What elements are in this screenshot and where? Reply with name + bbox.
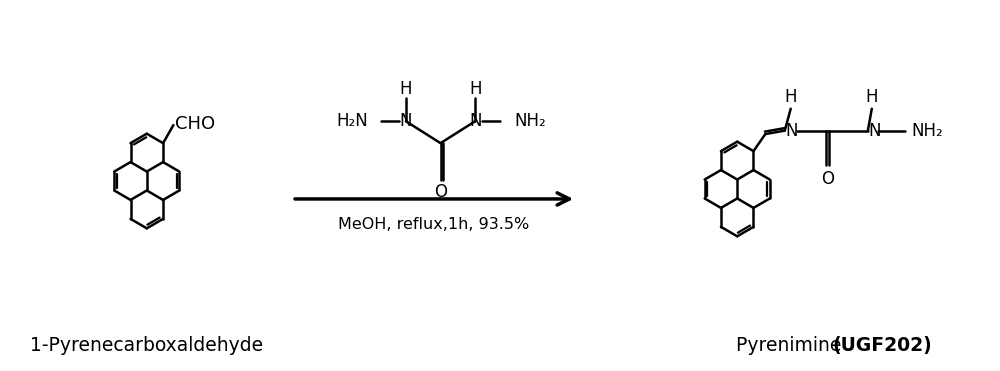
Text: NH₂: NH₂ — [515, 112, 546, 130]
Text: N: N — [786, 122, 798, 139]
Text: N: N — [400, 112, 412, 130]
Text: O: O — [821, 170, 834, 188]
Text: N: N — [869, 122, 881, 139]
Text: NH₂: NH₂ — [911, 122, 943, 139]
Text: H: H — [784, 88, 797, 106]
Text: H: H — [400, 81, 412, 98]
Text: 1-Pyrenecarboxaldehyde: 1-Pyrenecarboxaldehyde — [30, 336, 263, 355]
Text: H: H — [469, 81, 481, 98]
Text: N: N — [469, 112, 481, 130]
Text: CHO: CHO — [175, 115, 216, 133]
Text: H: H — [866, 88, 878, 106]
Text: H₂N: H₂N — [337, 112, 368, 130]
Text: O: O — [434, 183, 447, 201]
Text: (UGF202): (UGF202) — [833, 336, 932, 355]
Text: MeOH, reflux,1h, 93.5%: MeOH, reflux,1h, 93.5% — [338, 217, 530, 232]
Text: Pyrenimine: Pyrenimine — [736, 336, 847, 355]
